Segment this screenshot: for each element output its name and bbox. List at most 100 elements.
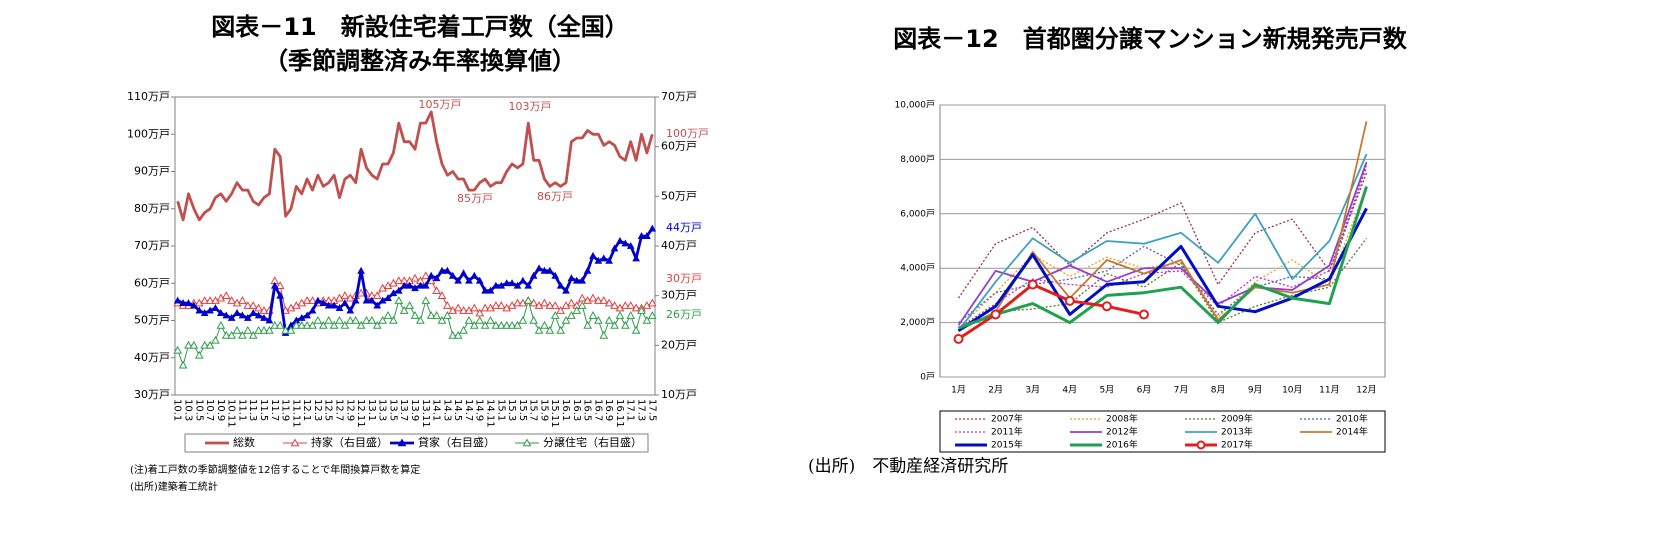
x-tick-label: 11.7 [269,399,280,421]
marker [453,303,463,312]
legend-label: 2017年 [1221,439,1253,451]
y-tick-label: 110万戸 [127,90,170,103]
marker [189,340,199,349]
marker [362,315,371,324]
marker [540,320,549,329]
marker [453,330,463,339]
marker [561,315,571,324]
marker [421,281,430,289]
y-tick-label: 40万戸 [134,351,170,364]
marker [243,301,253,309]
marker [448,330,458,339]
legend-label: 2015年 [991,439,1023,451]
marker [1101,301,1112,312]
marker [324,301,333,309]
marker [492,281,500,289]
marker [275,320,285,329]
y-tick-label: 30万戸 [134,388,170,401]
marker [421,296,431,304]
y2-tick-label: 50万戸 [661,189,697,202]
y2-tick-label: 70万戸 [661,90,697,103]
marker [459,269,468,277]
marker [233,309,241,316]
marker [367,315,377,324]
marker [378,315,387,324]
marker [249,309,258,316]
x-tick-label: 4月 [1062,385,1077,396]
marker [620,301,630,309]
marker [567,274,576,282]
marker [577,301,587,309]
legend-box [939,410,1386,453]
marker [270,320,280,329]
marker [216,320,226,329]
x-tick-label: 16.11 [614,399,625,428]
chart-title: 図表－12 首都圏分譲マンション新規発売戸数 [893,25,1407,53]
marker [432,311,441,319]
legend-label: 2009年 [1221,413,1253,425]
marker [426,311,436,319]
annotation: 85万戸 [457,192,493,205]
marker [551,271,560,279]
series-line [958,167,1368,329]
marker [405,301,414,309]
marker [572,306,582,314]
marker [389,289,398,297]
x-tick-label: 10月 [1282,385,1302,396]
marker [443,266,452,274]
marker [578,276,587,284]
marker [448,271,457,279]
marker [615,311,625,319]
marker [577,293,587,302]
marker [200,309,209,316]
legend-label: 総数 [233,435,255,449]
marker [227,330,236,339]
marker [259,325,269,334]
marker [470,271,479,279]
annotation: 105万戸 [419,98,462,111]
series-line [957,283,1145,341]
marker [373,301,382,309]
marker [529,315,539,324]
x-tick-label: 13.11 [420,399,431,428]
marker [518,315,528,324]
marker [410,273,420,282]
series-line [176,110,654,222]
marker [243,313,252,321]
marker [243,325,253,334]
note: (注)着工戸数の季節調整値を12倍することで年間換算戸数を算定 [130,463,420,476]
marker [410,311,420,319]
legend-label: 2013年 [1221,426,1253,438]
marker [427,271,436,279]
marker [647,311,657,319]
x-tick-label: 2月 [988,385,1003,396]
marker [362,296,371,304]
y2-tick-label: 20万戸 [661,338,697,351]
marker [610,301,619,309]
marker [647,298,657,307]
marker [340,291,350,299]
series-line [958,237,1368,332]
marker [206,306,214,314]
marker [330,301,338,309]
marker [178,360,188,369]
marker [205,340,215,349]
marker [642,315,652,324]
marker [335,315,344,324]
marker [502,320,512,329]
x-tick-label: 10.11 [226,399,237,428]
marker [335,304,344,311]
x-tick-label: 13.7 [398,399,409,421]
marker [545,266,554,274]
marker [508,279,516,287]
marker [626,311,636,319]
source: (出所) 不動産経済研究所 [808,457,1008,477]
marker [221,330,231,339]
marker [368,296,376,304]
legend-label: 分譲住宅（右目盛） [543,435,642,449]
x-tick-label: 11.9 [280,399,291,421]
annotation: 30万戸 [666,272,702,285]
marker [400,281,409,289]
marker [276,291,285,299]
